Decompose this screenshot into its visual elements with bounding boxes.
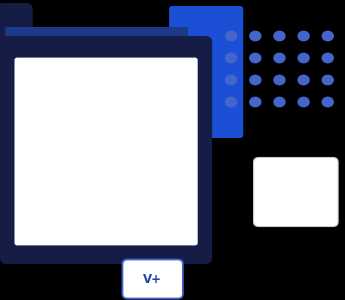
Bar xyxy=(70,96,87,232)
Bar xyxy=(284,193,291,214)
Bar xyxy=(270,203,277,214)
Bar xyxy=(297,197,305,214)
Bar xyxy=(40,187,57,232)
Bar xyxy=(132,149,149,232)
Text: V+: V+ xyxy=(143,273,162,286)
Bar xyxy=(162,127,179,232)
Bar xyxy=(101,81,118,232)
Bar xyxy=(311,179,318,214)
